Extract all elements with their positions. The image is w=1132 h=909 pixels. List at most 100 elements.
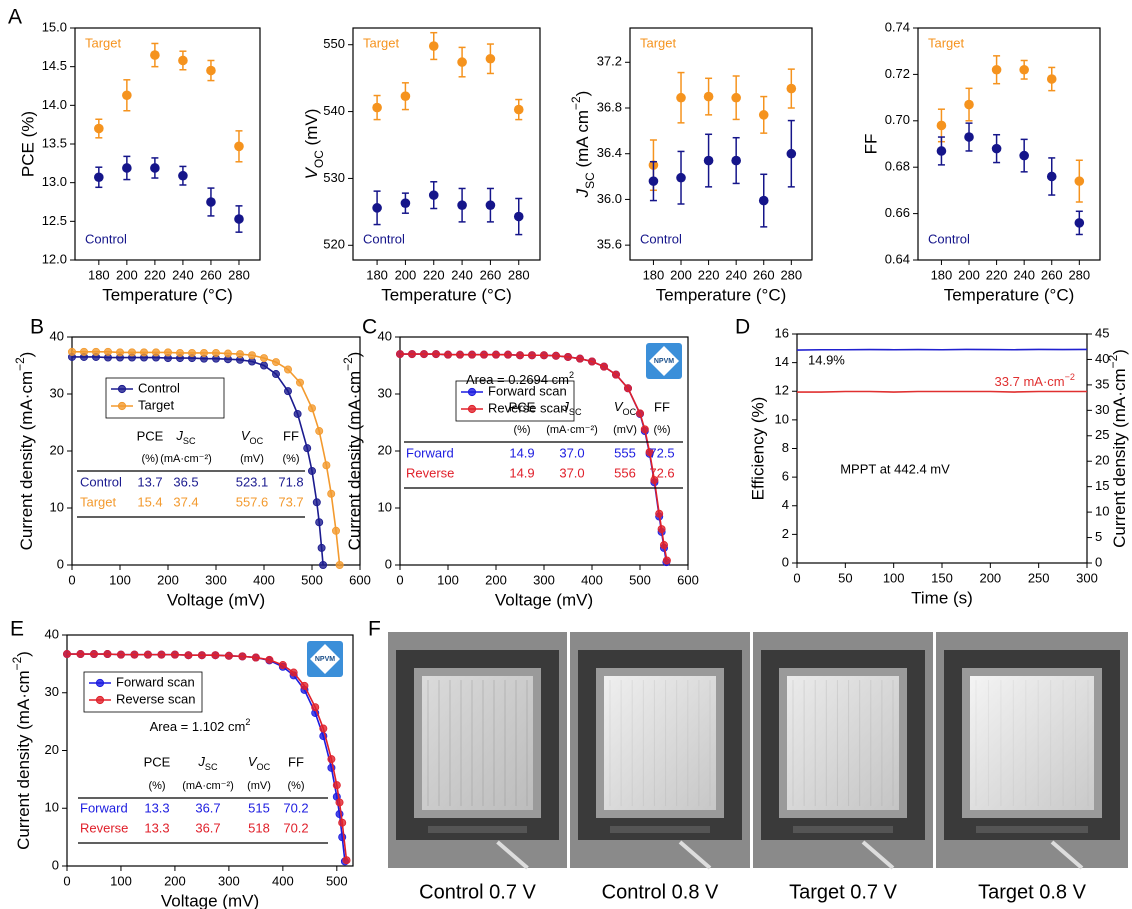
- y-axis-label: FF: [861, 134, 880, 155]
- point: [206, 197, 216, 207]
- y-tick-label: 14.5: [42, 58, 67, 73]
- point: [211, 348, 220, 357]
- series-label: Control: [85, 231, 127, 246]
- table-header: VOC: [614, 399, 637, 417]
- table-header-part: SC: [205, 762, 218, 772]
- y-axis-label-part: −2: [10, 656, 24, 670]
- y-tick-label: 8: [782, 440, 789, 455]
- point: [293, 409, 302, 418]
- y2-axis-label-part: −2: [1106, 354, 1120, 368]
- table-cell: 556: [614, 465, 636, 480]
- point: [648, 176, 659, 186]
- point: [457, 57, 467, 67]
- y2-axis-label-part: Current density (mA·cm: [1110, 368, 1129, 547]
- y-axis-label: Current density (mA·cm−2): [341, 352, 364, 551]
- logo-text: NPVM: [654, 358, 674, 365]
- table-cell: 518: [248, 820, 270, 835]
- y-tick-label: 6: [782, 469, 789, 484]
- point: [676, 92, 686, 103]
- table-header: JSC: [197, 754, 218, 772]
- x-tick-label: 260: [480, 267, 502, 282]
- x-tick-label: 150: [931, 570, 953, 585]
- point: [964, 99, 974, 110]
- y-tick-label: 12.5: [42, 213, 67, 228]
- point: [315, 518, 324, 527]
- table-cell: Control: [80, 474, 122, 489]
- series-label: Control: [640, 231, 682, 246]
- point: [516, 351, 525, 360]
- y-axis-label: Efficiency (%): [748, 397, 767, 501]
- photo-bar: [793, 826, 893, 833]
- legend-label: Forward scan: [488, 383, 567, 398]
- table-unit: (mA·cm⁻²): [546, 424, 598, 436]
- x-tick-label: 220: [423, 267, 445, 282]
- y2-tick-label: 0: [1095, 554, 1102, 569]
- y-tick-label: 15.0: [42, 19, 67, 34]
- table-unit: (%): [653, 424, 670, 436]
- point: [372, 102, 382, 113]
- point: [150, 163, 160, 173]
- point: [600, 362, 609, 371]
- point: [76, 650, 85, 659]
- table-header: PCE: [137, 428, 164, 443]
- y-tick-label: 36.4: [597, 145, 622, 160]
- table-cell: 73.7: [278, 494, 303, 509]
- panel-label: B: [30, 316, 44, 339]
- table-cell: 555: [614, 445, 636, 460]
- point: [271, 358, 280, 367]
- x-tick-label: 240: [451, 267, 473, 282]
- y-tick-label: 12: [775, 383, 789, 398]
- point: [540, 351, 549, 360]
- y-tick-label: 0: [782, 554, 789, 569]
- x-axis-label: Voltage (mV): [161, 891, 259, 909]
- point: [936, 146, 947, 156]
- x-tick-label: 240: [725, 267, 747, 282]
- legend-box: [83, 671, 203, 713]
- y-tick-label: 0.74: [885, 19, 910, 34]
- y-tick-label: 20: [45, 742, 59, 757]
- plot-frame: [917, 27, 1101, 261]
- series-label: Control: [363, 231, 405, 246]
- x-tick-label: 260: [753, 267, 775, 282]
- y-tick-label: 0.66: [885, 205, 910, 220]
- panel-label: F: [368, 618, 381, 641]
- photo-cell: [422, 676, 533, 810]
- y-tick-label: 530: [323, 170, 345, 185]
- point: [731, 92, 741, 103]
- y-axis-label-part: SC: [583, 172, 597, 189]
- table-cell: 70.2: [283, 820, 308, 835]
- table-unit: (mV): [247, 780, 271, 792]
- y-axis-label-part: (mV): [302, 109, 321, 151]
- series-label: Target: [640, 35, 677, 50]
- photo-probe: [1050, 840, 1084, 870]
- point: [103, 650, 112, 659]
- point: [936, 120, 947, 131]
- point: [122, 163, 132, 173]
- point: [443, 350, 452, 359]
- point: [122, 90, 132, 101]
- point: [150, 50, 160, 60]
- y-tick-label: 0: [57, 556, 64, 571]
- table-cell: 36.7: [195, 820, 220, 835]
- y-tick-label: 37.2: [597, 54, 622, 69]
- point: [311, 703, 320, 712]
- point: [485, 200, 496, 210]
- x-tick-label: 200: [395, 267, 417, 282]
- plot-frame: [352, 27, 541, 261]
- y-axis-label: Current density (mA·cm−2): [13, 352, 36, 551]
- y-tick-label: 14: [775, 354, 789, 369]
- photo-probe: [678, 840, 712, 870]
- point: [479, 350, 488, 359]
- table-cell: 14.9: [509, 445, 534, 460]
- y-axis-label-part: −2: [13, 357, 27, 371]
- y-tick-label: 10: [378, 499, 392, 514]
- point: [312, 498, 321, 507]
- table-cell: Reverse: [80, 820, 128, 835]
- photo-cell: [787, 676, 899, 810]
- y-axis-label-part: (mA cm: [573, 110, 592, 172]
- point: [758, 195, 769, 206]
- legend-label: Target: [138, 397, 175, 412]
- y-tick-label: 36.0: [597, 191, 622, 206]
- point: [289, 668, 298, 677]
- series-label: Target: [928, 35, 965, 50]
